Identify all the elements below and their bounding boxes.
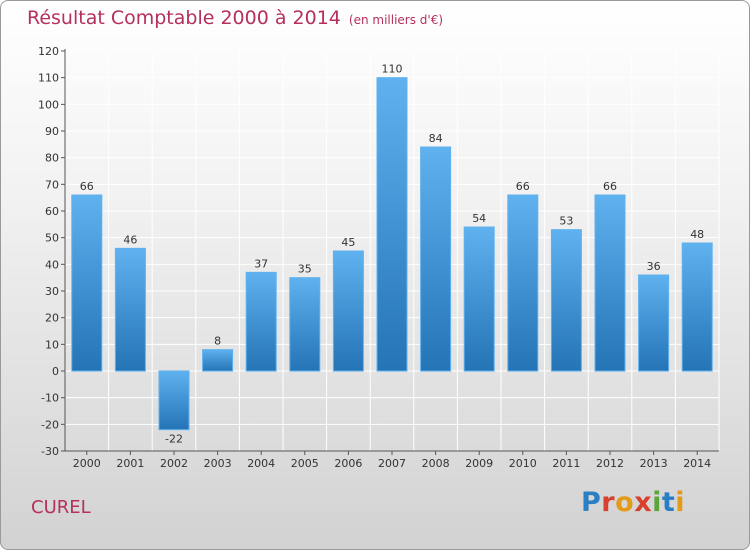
x-tick-label: 2010	[509, 457, 537, 470]
data-label: 66	[80, 180, 94, 193]
y-tick-label: 70	[45, 178, 59, 191]
bar-2009	[463, 226, 495, 372]
data-label: 110	[382, 63, 403, 76]
y-tick-label: 50	[45, 232, 59, 245]
x-tick-label: 2014	[683, 457, 711, 470]
x-tick-label: 2001	[116, 457, 144, 470]
x-tick-label: 2002	[160, 457, 188, 470]
logo-letter: o	[615, 487, 635, 518]
data-label: -22	[165, 433, 183, 446]
y-tick-label: 110	[38, 72, 59, 85]
bar-2007	[376, 77, 408, 372]
y-tick-label: 0	[52, 365, 59, 378]
x-tick-label: 2005	[291, 457, 319, 470]
x-tick-label: 2004	[247, 457, 275, 470]
x-tick-label: 2012	[596, 457, 624, 470]
x-tick-label: 2013	[640, 457, 668, 470]
place-name: CUREL	[31, 497, 91, 518]
data-label: 35	[298, 263, 312, 276]
x-tick-label: 2011	[552, 457, 580, 470]
data-label: 45	[341, 236, 355, 249]
y-tick-label: 20	[45, 312, 59, 325]
x-tick-label: 2000	[73, 457, 101, 470]
y-tick-label: 90	[45, 125, 59, 138]
y-tick-label: 30	[45, 285, 59, 298]
y-tick-label: -10	[41, 392, 59, 405]
y-tick-label: 60	[45, 205, 59, 218]
data-label: 8	[214, 335, 221, 348]
data-label: 46	[123, 233, 137, 246]
bar-2008	[420, 146, 452, 372]
y-tick-label: 100	[38, 98, 59, 111]
x-tick-label: 2009	[465, 457, 493, 470]
bars	[71, 77, 713, 431]
x-tick-label: 2008	[422, 457, 450, 470]
logo-letter: i	[652, 487, 662, 518]
bar-2013	[638, 274, 670, 372]
data-label: 53	[559, 215, 573, 228]
data-label: 54	[472, 212, 486, 225]
bar-2000	[71, 194, 103, 372]
x-tick-label: 2006	[334, 457, 362, 470]
data-label: 36	[647, 260, 661, 273]
logo-letter: P	[581, 487, 602, 518]
axes	[61, 49, 719, 455]
chart-subtitle: (en milliers d'€)	[348, 13, 444, 27]
x-tick-label: 2003	[204, 457, 232, 470]
labels: 1201101009080706050403020100-10-20-30662…	[38, 45, 711, 470]
y-tick-label: 120	[38, 45, 59, 58]
bar-2003	[202, 349, 234, 372]
y-tick-label: 40	[45, 258, 59, 271]
bar-2011	[550, 229, 582, 372]
logo-letter: i	[675, 487, 686, 518]
data-label: 66	[603, 180, 617, 193]
data-label: 48	[690, 228, 704, 241]
logo-letter: x	[634, 487, 653, 518]
logo-letter: r	[601, 487, 616, 518]
data-label: 84	[429, 132, 443, 145]
logo-letter: t	[661, 487, 676, 518]
bar-2010	[507, 194, 539, 372]
data-label: 66	[516, 180, 530, 193]
bar-2006	[332, 250, 364, 372]
bar-2001	[114, 247, 146, 372]
bar-2005	[289, 277, 321, 372]
x-tick-label: 2007	[378, 457, 406, 470]
y-tick-label: 10	[45, 338, 59, 351]
bar-2012	[594, 194, 626, 372]
chart-title: Résultat Comptable 2000 à 2014 (en millie…	[27, 7, 443, 29]
bar-2014	[681, 242, 713, 372]
proxiti-logo[interactable]: Proxiti	[581, 487, 685, 518]
y-tick-label: 80	[45, 152, 59, 165]
y-tick-label: -20	[41, 418, 59, 431]
chart-title-text: Résultat Comptable 2000 à 2014	[27, 7, 341, 29]
bar-2004	[245, 271, 277, 372]
y-tick-label: -30	[41, 445, 59, 458]
bar-2002	[158, 370, 190, 431]
data-label: 37	[254, 257, 268, 270]
